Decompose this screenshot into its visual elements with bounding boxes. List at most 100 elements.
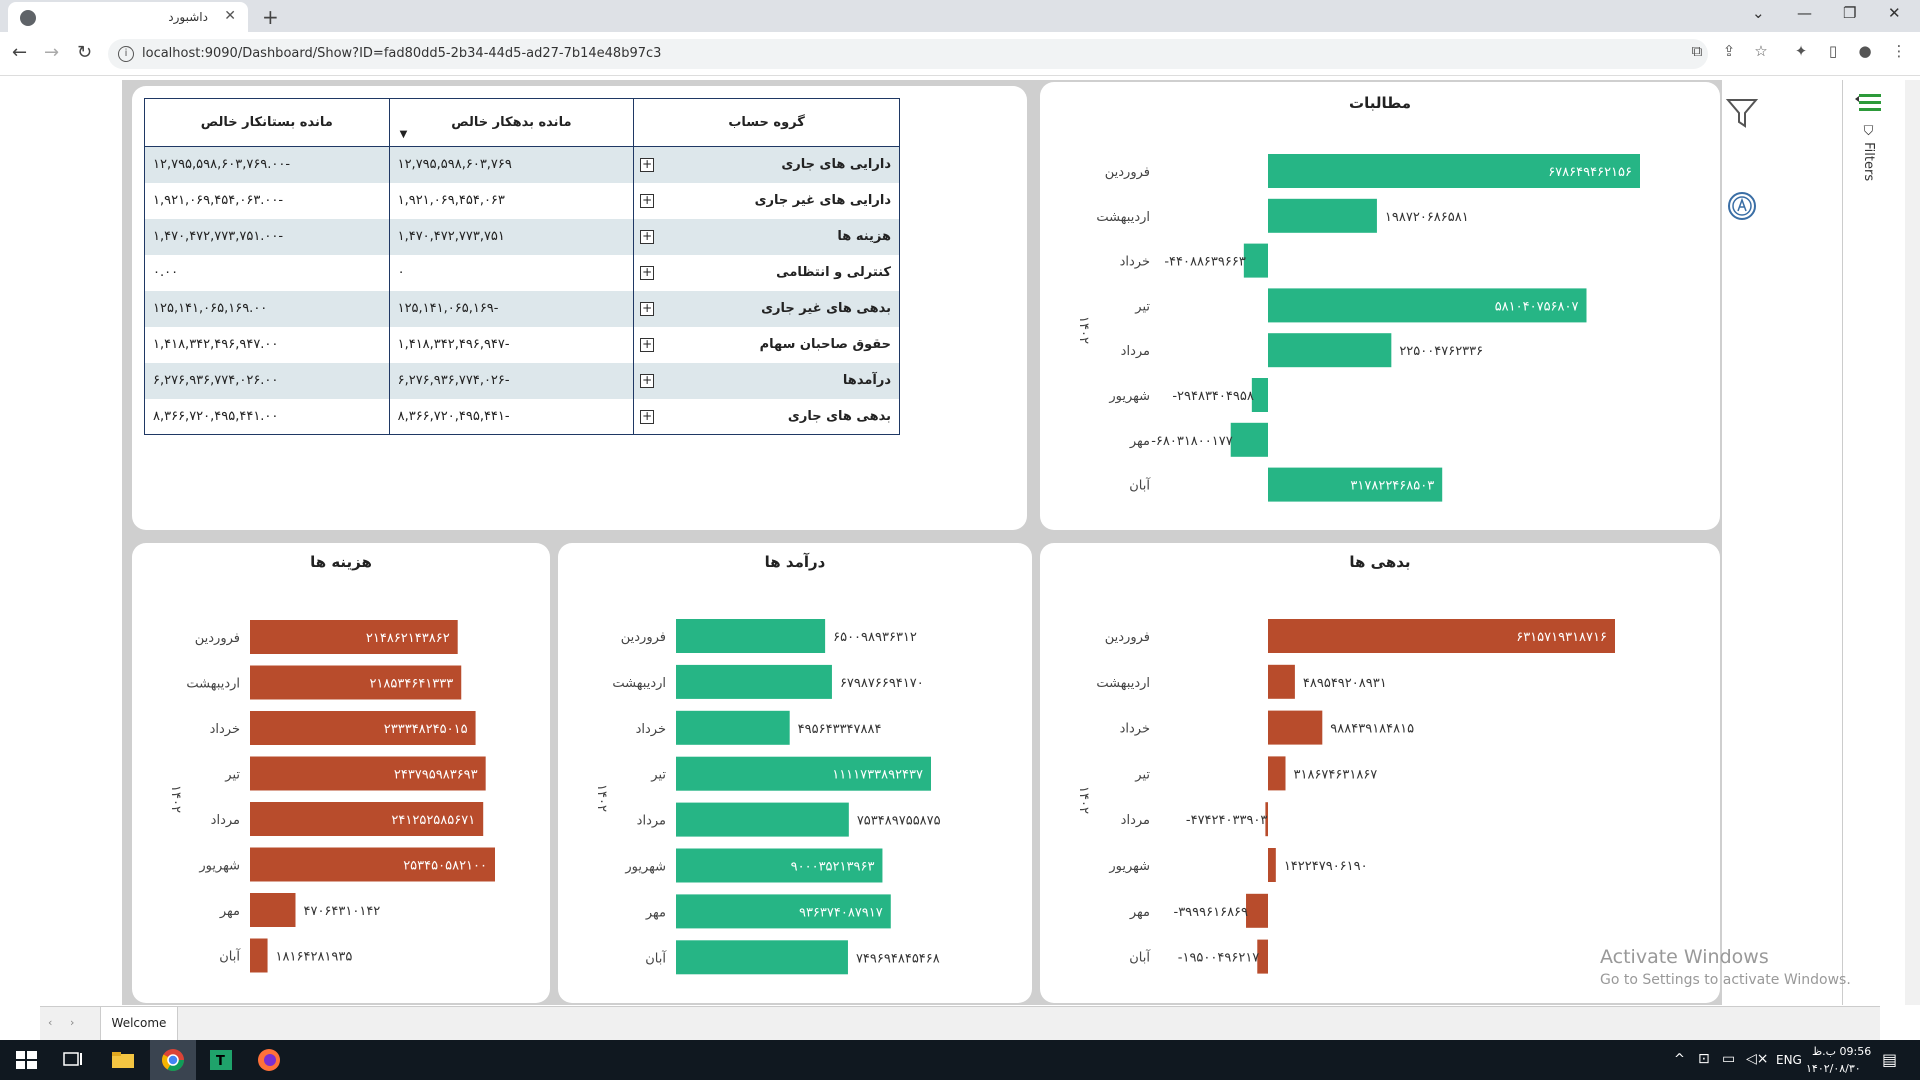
sort-desc-icon[interactable]: ▼ bbox=[399, 129, 408, 140]
notification-icon[interactable]: ▤ bbox=[1882, 1050, 1898, 1069]
account-group-label: دارایی های جاری bbox=[781, 157, 891, 173]
funnel-filter-icon[interactable] bbox=[1725, 96, 1759, 130]
language-indicator[interactable]: ENG bbox=[1776, 1053, 1802, 1067]
table-row[interactable]: هزینه ها +۱,۴۷۰,۴۷۲,۷۷۳,۷۵۱ -۱,۴۷۰,۴۷۲,۷۷۳… bbox=[144, 218, 900, 255]
bar bbox=[676, 848, 883, 883]
tray-display-icon[interactable]: ▭ bbox=[1722, 1051, 1736, 1067]
clock-date[interactable]: ۱۴۰۲/۰۸/۳۰ bbox=[1806, 1062, 1861, 1075]
next-sheet-icon[interactable]: › bbox=[70, 1016, 75, 1029]
sheet-tab-welcome[interactable]: Welcome bbox=[100, 1007, 178, 1041]
value-label: ۶۳۱۵۷۱۹۳۱۸۷۱۶ bbox=[1516, 630, 1607, 645]
reload-icon[interactable]: ↻ bbox=[77, 42, 93, 63]
category-label: فروردین bbox=[1105, 630, 1150, 645]
bar bbox=[1257, 939, 1268, 974]
table-row[interactable]: بدهی های جاری + -۸,۳۶۶,۷۲۰,۴۹۵,۴۴۱ ۸,۳۶۶,۷۲… bbox=[144, 398, 900, 435]
category-label: خرداد bbox=[210, 722, 240, 737]
info-icon[interactable]: i bbox=[118, 46, 134, 62]
value-label: ۲۳۳۳۴۸۲۴۵۰۱۵ bbox=[384, 722, 468, 737]
filters-pane: ⛉ Filters bbox=[1842, 80, 1892, 1005]
chart-title: بدهی ها bbox=[1349, 553, 1411, 571]
value-label: ۷۵۳۴۸۹۷۵۵۸۷۵ bbox=[857, 814, 941, 829]
header-debit[interactable]: مانده بدهکار خالص ▼ bbox=[388, 98, 635, 147]
table-row[interactable]: دارایی های جاری +۱۲,۷۹۵,۵۹۸,۶۰۳,۷۶۹ -۱۲,۷۹… bbox=[144, 146, 900, 183]
bar bbox=[250, 620, 458, 654]
value-label: ۲۱۴۸۶۲۱۴۳۸۶۲ bbox=[366, 631, 450, 646]
value-label: ۶۷۸۶۴۹۴۶۲۱۵۶ bbox=[1548, 165, 1632, 180]
clock-time[interactable]: 09:56 ب.ظ bbox=[1812, 1045, 1872, 1058]
category-label: خرداد bbox=[636, 722, 666, 737]
category-label: مهر bbox=[645, 905, 666, 920]
bar bbox=[1268, 198, 1377, 233]
table-row[interactable]: حقوق صاحبان سهام + -۱,۴۱۸,۳۴۲,۴۹۶,۹۴۷ ۱,۴۱۸… bbox=[144, 326, 900, 363]
table-row[interactable]: درآمدها + -۶,۲۷۶,۹۳۶,۷۷۴,۰۲۶ ۶,۲۷۶,۹۳۶,۷۷۴,… bbox=[144, 362, 900, 399]
sidepanel-icon[interactable]: ▯ bbox=[1828, 42, 1838, 60]
value-label: ۲۵۳۴۵۰۵۸۲۱۰۰ bbox=[403, 859, 487, 874]
debit-cell: ۰ bbox=[388, 254, 635, 291]
pivot-table: گروه حساب مانده بدهکار خالص ▼ مانده بستان… bbox=[144, 98, 900, 435]
credit-cell: ۶,۲۷۶,۹۳۶,۷۷۴,۰۲۶.۰۰ bbox=[144, 362, 390, 399]
value-label: ۲۴۱۲۵۲۵۸۵۶۷۱ bbox=[391, 813, 475, 828]
expand-row-icon[interactable]: + bbox=[640, 408, 655, 424]
value-label: ۶۵۰۰۹۸۹۳۶۳۱۲ bbox=[833, 630, 917, 645]
terminal-app-icon[interactable]: T bbox=[208, 1048, 234, 1072]
menu-dots-icon[interactable]: ⋮ bbox=[1891, 42, 1907, 60]
table-row[interactable]: کنترلی و انتظامی +۰ ۰.۰۰ bbox=[144, 254, 900, 291]
share-icon[interactable]: ⇪ bbox=[1722, 42, 1736, 60]
firefox-icon[interactable] bbox=[256, 1048, 282, 1072]
category-label: فروردین bbox=[621, 630, 666, 645]
debit-cell: -۶,۲۷۶,۹۳۶,۷۷۴,۰۲۶ bbox=[388, 362, 635, 399]
category-label: مهر bbox=[1129, 434, 1150, 449]
task-view-icon[interactable] bbox=[60, 1048, 86, 1072]
bar bbox=[250, 711, 476, 745]
table-row[interactable]: بدهی های غیر جاری + -۱۲۵,۱۴۱,۰۶۵,۱۶۹ ۱۲۵,۱۴… bbox=[144, 290, 900, 327]
account-group-label: بدهی های غیر جاری bbox=[761, 301, 891, 316]
value-label: ۱۱۱۱۷۳۳۸۹۲۴۳۷ bbox=[832, 768, 923, 783]
year-axis-label: ۱۴۰۲ bbox=[168, 785, 183, 813]
expand-row-icon[interactable]: + bbox=[640, 264, 655, 280]
window-close-icon[interactable]: ✕ bbox=[1888, 4, 1901, 22]
expand-row-icon[interactable]: + bbox=[640, 157, 655, 172]
expand-row-icon[interactable]: + bbox=[640, 228, 655, 244]
tray-chevron-icon[interactable]: ^ bbox=[1674, 1052, 1685, 1067]
chevron-down-icon[interactable]: ⌄ bbox=[1752, 4, 1765, 22]
header-credit[interactable]: مانده بستانکار خالص bbox=[144, 98, 390, 147]
expand-row-icon[interactable]: + bbox=[640, 300, 655, 316]
vertical-scrollbar[interactable] bbox=[1905, 80, 1920, 1005]
forward-icon[interactable]: → bbox=[44, 42, 60, 63]
translate-icon[interactable]: ⧉ bbox=[1691, 42, 1703, 60]
minimize-icon[interactable]: — bbox=[1797, 4, 1812, 22]
windows-start-icon[interactable] bbox=[14, 1048, 40, 1072]
prev-sheet-icon[interactable]: ‹ bbox=[48, 1016, 53, 1029]
table-row[interactable]: دارایی های غیر جاری +۱,۹۲۱,۰۶۹,۴۵۴,۰۶۳ -۱,… bbox=[144, 182, 900, 219]
account-group-label: کنترلی و انتظامی bbox=[776, 265, 891, 280]
category-label: آبان bbox=[1129, 949, 1151, 966]
chrome-icon[interactable] bbox=[160, 1048, 186, 1072]
bookmark-star-icon[interactable]: ☆ bbox=[1754, 42, 1768, 60]
navigator-icon[interactable] bbox=[1726, 190, 1758, 222]
header-group[interactable]: گروه حساب bbox=[633, 98, 900, 147]
tray-volume-icon[interactable]: ◁× bbox=[1746, 1051, 1769, 1067]
close-icon[interactable]: ✕ bbox=[224, 8, 236, 24]
expand-row-icon[interactable]: + bbox=[640, 336, 655, 352]
value-label: ۳۱۷۸۲۲۴۶۸۵۰۳ bbox=[1350, 479, 1434, 494]
bar bbox=[676, 619, 826, 653]
maximize-icon[interactable]: ❐ bbox=[1843, 4, 1857, 22]
hamburger-menu-icon[interactable] bbox=[1855, 90, 1883, 116]
bar bbox=[1251, 378, 1268, 412]
filters-label[interactable]: ⛉ Filters bbox=[1861, 125, 1876, 181]
category-label: خرداد bbox=[1120, 255, 1150, 270]
expand-row-icon[interactable]: + bbox=[640, 192, 655, 208]
tray-network-icon[interactable]: ⊡ bbox=[1698, 1051, 1710, 1067]
profile-icon[interactable]: ● bbox=[1858, 42, 1872, 60]
new-tab-icon[interactable]: + bbox=[262, 5, 279, 29]
browser-tab[interactable]: داشبورد ✕ bbox=[8, 2, 248, 32]
expenses-chart-panel: هزینه ها فروردین ۲۱۴۸۶۲۱۴۳۸۶۲ اردیبهشت ۲۱۸۵… bbox=[132, 543, 550, 1003]
extensions-icon[interactable]: ✦ bbox=[1794, 42, 1808, 60]
back-icon[interactable]: ← bbox=[12, 42, 28, 63]
url-input[interactable]: i localhost:9090/Dashboard/Show?ID=fad80… bbox=[108, 39, 1708, 69]
value-label: ۷۴۹۶۹۴۸۴۵۴۶۸ bbox=[856, 951, 940, 966]
category-label: مهر bbox=[1129, 905, 1150, 920]
bar bbox=[1268, 756, 1286, 791]
expand-row-icon[interactable]: + bbox=[640, 372, 655, 388]
file-explorer-icon[interactable] bbox=[110, 1048, 136, 1072]
